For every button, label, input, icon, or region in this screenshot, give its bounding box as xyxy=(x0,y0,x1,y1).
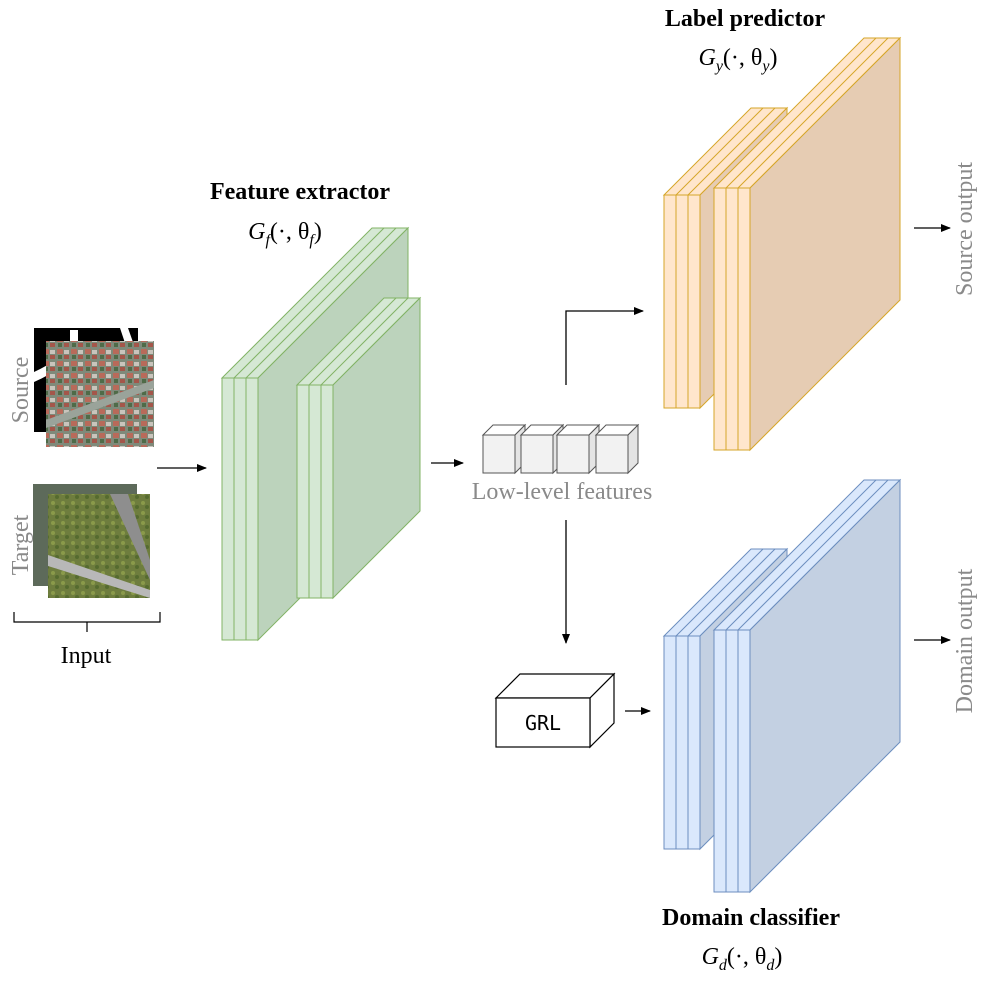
feature-extractor-title: Feature extractor xyxy=(210,179,390,205)
label-predictor-block xyxy=(662,36,902,452)
target-image-stack xyxy=(33,484,150,598)
feature-cube xyxy=(594,423,640,475)
domain-classifier-formula: Gd(·, θd) xyxy=(702,944,783,974)
domain-output-label: Domain output xyxy=(952,568,978,713)
low-level-features-label: Low-level features xyxy=(472,479,653,505)
feature-extractor-layer xyxy=(295,296,422,600)
feature-extractor-block xyxy=(220,226,422,642)
grl-label: GRL xyxy=(525,711,561,735)
low-level-feature-cubes xyxy=(481,423,640,475)
target-label: Target xyxy=(8,514,34,575)
source-label: Source xyxy=(8,357,34,424)
domain-classifier-title: Domain classifier xyxy=(662,905,840,931)
feature-extractor-formula: Gf(·, θf) xyxy=(248,219,322,249)
grl-block xyxy=(494,672,616,749)
source-aerial-road xyxy=(46,380,154,428)
domain-classifier-layer xyxy=(712,478,902,894)
label-predictor-layer xyxy=(712,36,902,452)
target-aerial-road xyxy=(110,494,150,580)
target-aerial-bridge xyxy=(48,555,150,598)
label-predictor-formula: Gy(·, θy) xyxy=(698,45,777,75)
input-bracket xyxy=(13,612,161,632)
domain-classifier-block xyxy=(662,478,902,894)
source-image-stack xyxy=(34,328,154,447)
source-aerial-image xyxy=(46,341,154,447)
source-mask-road xyxy=(34,330,78,382)
input-label: Input xyxy=(61,643,112,669)
feature-cube xyxy=(481,423,527,475)
label-predictor-title: Label predictor xyxy=(665,6,826,32)
source-output-label: Source output xyxy=(952,162,978,296)
feature-cube xyxy=(555,423,601,475)
arrow-features-to-label-predictor xyxy=(565,307,644,385)
